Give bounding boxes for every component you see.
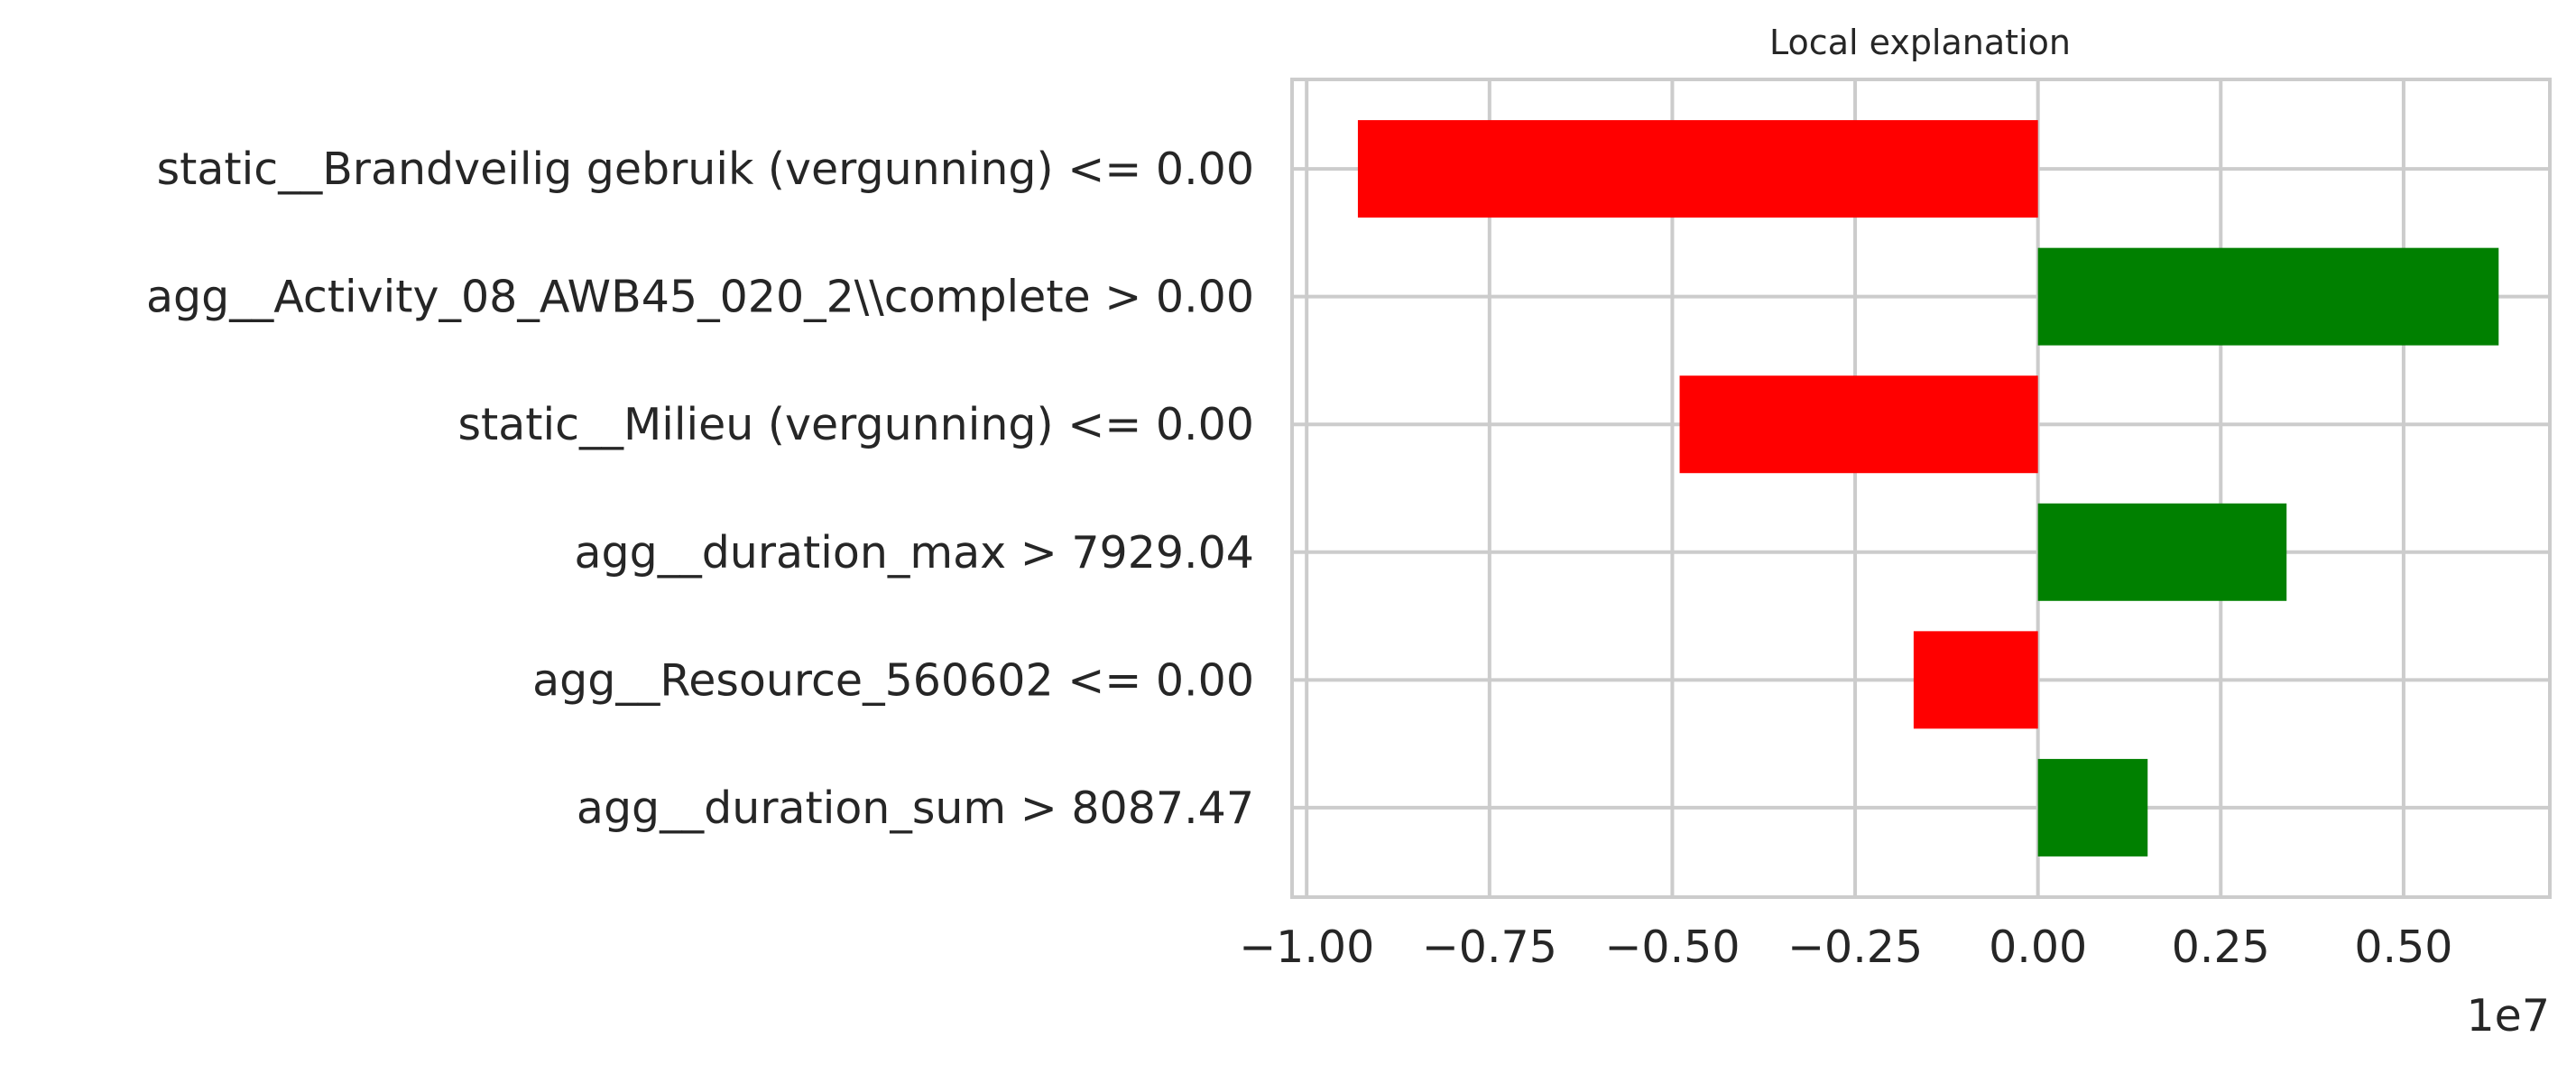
plot-frame	[1290, 78, 2552, 899]
grid	[1292, 79, 2550, 897]
x-tick-label: 0.25	[2172, 921, 2270, 973]
y-tick-label: static__Milieu (vergunning) <= 0.00	[457, 399, 1254, 450]
bar	[2037, 247, 2499, 346]
y-tick-label: agg__duration_sum > 8087.47	[577, 783, 1254, 834]
x-tick-labels: −1.00 −0.75 −0.50 −0.25 0.00 0.25 0.50	[1239, 921, 2452, 973]
bar	[1679, 375, 2038, 474]
y-tick-label: agg__duration_max > 7929.04	[574, 527, 1254, 579]
y-tick-label: agg__Resource_560602 <= 0.00	[532, 654, 1254, 706]
bar	[1913, 631, 2038, 729]
bar	[2037, 503, 2287, 601]
bar	[2037, 758, 2148, 857]
x-tick-label: 0.00	[1989, 921, 2087, 973]
x-scale-offset: 1e7	[2467, 990, 2551, 1042]
x-tick-label: −1.00	[1239, 921, 1374, 973]
x-tick-label: −0.25	[1787, 921, 1923, 973]
y-tick-labels: static__Brandveilig gebruik (vergunning)…	[146, 144, 1254, 834]
x-tick-label: −0.75	[1422, 921, 1557, 973]
y-tick-label: agg__Activity_08_AWB45_020_2\\complete >…	[146, 272, 1254, 323]
x-tick-label: −0.50	[1604, 921, 1740, 973]
chart-title: Local explanation	[1769, 23, 2071, 62]
x-tick-label: 0.50	[2354, 921, 2452, 973]
bar	[1357, 120, 2038, 218]
bars	[1357, 120, 2499, 857]
y-tick-label: static__Brandveilig gebruik (vergunning)…	[157, 144, 1254, 195]
